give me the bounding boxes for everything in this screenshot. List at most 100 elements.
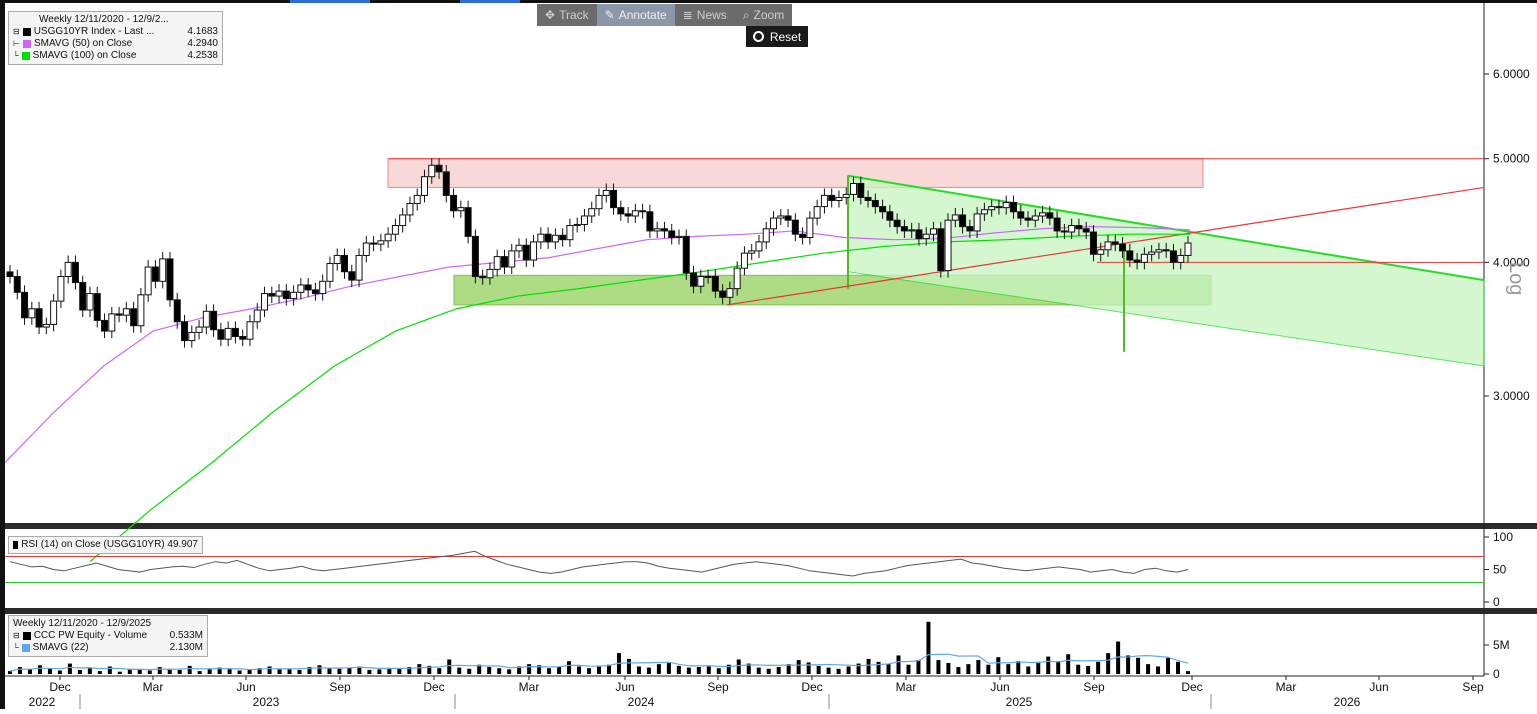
candle-body [57, 276, 65, 302]
volume-bar [447, 659, 452, 674]
candle-body [1046, 212, 1054, 219]
legend-row-sma50: ⊢ SMAVG (50) on Close 4.2940 [13, 38, 218, 49]
volume-bar [746, 663, 751, 674]
volume-bar [567, 661, 572, 674]
candle-body [1075, 225, 1083, 230]
candle-body [995, 206, 1003, 209]
volume-bar [467, 668, 472, 674]
top-tab-indicator [290, 0, 370, 3]
candle-body [559, 234, 567, 241]
volume-bar [147, 670, 152, 674]
x-month-label: Mar [143, 680, 164, 694]
candle-body [624, 213, 632, 217]
volume-bar [277, 669, 282, 674]
volume-bar [946, 662, 951, 674]
volume-bar [656, 664, 661, 674]
candle-body [282, 290, 290, 300]
volume-bar [287, 668, 292, 674]
x-year-label: 2024 [628, 695, 655, 709]
candle-body [239, 335, 247, 340]
annotate-button[interactable]: ✎ Annotate [596, 4, 675, 26]
y-tick-label: 3.0000 [1493, 389, 1530, 403]
candle-body [886, 211, 894, 221]
x-month-label: Dec [49, 680, 70, 694]
volume-bar [1146, 664, 1151, 674]
volume-bar [427, 665, 432, 674]
list-icon: ≣ [682, 8, 693, 22]
panel-separator [0, 523, 1537, 529]
candle-body [1177, 254, 1185, 263]
chart-toolbar: ✥ Track ✎ Annotate ≣ News ⌕ Zoom [537, 4, 793, 26]
reset-button[interactable]: Reset [746, 26, 808, 47]
volume-bar [337, 668, 342, 674]
candle-body [1082, 228, 1090, 233]
candle-body [646, 211, 654, 232]
sma100-swatch [21, 52, 30, 60]
candle-body [1009, 202, 1017, 213]
x-axis-band [0, 676, 1537, 709]
x-month-label: Sep [329, 680, 351, 694]
candle-body [137, 294, 145, 327]
candle-body [1140, 253, 1148, 263]
candle-body [835, 196, 843, 201]
candle-body [406, 203, 414, 216]
rsi-legend[interactable]: RSI (14) on Close (USGG10YR) 49.907 [8, 536, 203, 554]
main-legend[interactable]: Weekly 12/11/2020 - 12/9/2... ⊟ USGG10YR … [8, 11, 223, 65]
price-swatch [22, 28, 31, 36]
volume-bar [207, 669, 212, 674]
volume-bar [706, 666, 711, 674]
candle-body [719, 290, 727, 298]
candle-body [973, 213, 981, 232]
candle-body [1133, 259, 1141, 263]
candle-body [1002, 202, 1010, 209]
candle-body [1155, 249, 1163, 253]
volume-bar [786, 664, 791, 674]
volume-bar [776, 667, 781, 674]
volume-bar [177, 669, 182, 674]
legend-row-volume: ⊟ CCC PW Equity - Volume 0.533M [13, 630, 203, 641]
candle-body [35, 308, 43, 328]
candle-body [762, 228, 770, 243]
sma50-swatch [22, 40, 31, 48]
candle-body [748, 250, 756, 254]
candle-body [857, 183, 865, 198]
track-button[interactable]: ✥ Track [537, 4, 597, 26]
candle-body [813, 206, 821, 219]
volume-bar [377, 669, 382, 674]
candle-body [86, 293, 94, 311]
candle-body [799, 233, 807, 238]
volume-bar [846, 666, 851, 674]
candle-body [311, 289, 319, 295]
legend-value: 4.1683 [187, 26, 218, 37]
x-year-label: 2026 [1334, 695, 1361, 709]
legend-row-price: ⊟ USGG10YR Index - Last ... 4.1683 [13, 26, 218, 37]
candle-body [951, 214, 959, 221]
y-tick-label: 5.0000 [1493, 152, 1530, 166]
candle-body [929, 228, 937, 235]
candle-body [675, 235, 683, 238]
candle-body [13, 276, 21, 293]
volume-bar [367, 669, 372, 674]
candle-body [64, 261, 72, 278]
volume-legend[interactable]: Weekly 12/11/2020 - 12/9/2025 ⊟ CCC PW Eq… [8, 615, 208, 657]
candle-body [1053, 217, 1061, 232]
rsi-tick-label: 50 [1493, 563, 1507, 577]
candle-body [1068, 225, 1076, 233]
candle-body [202, 310, 210, 328]
candle-body [871, 199, 879, 208]
volume-bar [77, 669, 82, 674]
x-month-label: Mar [1276, 680, 1297, 694]
candle-body [537, 233, 545, 243]
candle-body [733, 267, 741, 290]
candle-body [580, 215, 588, 225]
volume-bar [696, 667, 701, 674]
volume-bar [1096, 661, 1101, 674]
candle-body [275, 290, 283, 297]
zoom-button[interactable]: ⌕ Zoom [735, 4, 792, 26]
news-button[interactable]: ≣ News [675, 4, 735, 26]
news-label: News [696, 8, 727, 22]
candle-body [188, 331, 196, 342]
candle-body [333, 254, 341, 265]
